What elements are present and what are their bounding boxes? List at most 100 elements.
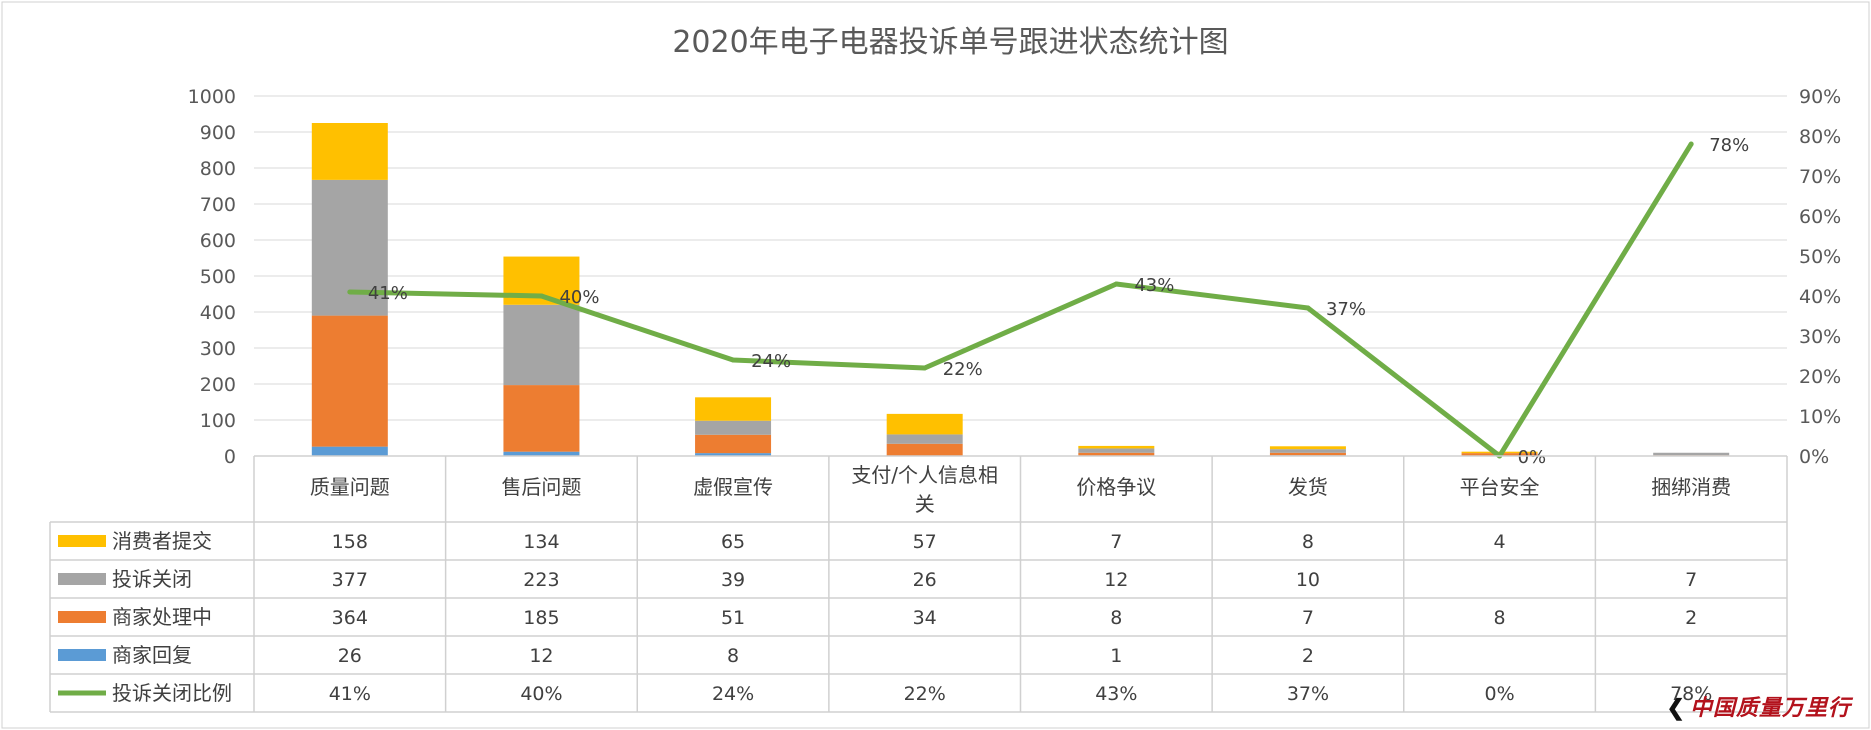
- ratio-point: [538, 293, 544, 299]
- table-cell-value: 37%: [1287, 683, 1329, 705]
- table-cell-value: 4: [1494, 531, 1506, 553]
- category-label: 平台安全: [1460, 475, 1540, 499]
- bar-segment: [886, 443, 963, 456]
- bar-segment: [695, 434, 772, 454]
- left-tick-label: 700: [200, 194, 236, 216]
- series-name: 投诉关闭: [112, 567, 192, 591]
- bar-segment: [886, 434, 963, 444]
- bar-segment: [1269, 449, 1346, 453]
- bar-segment: [1653, 452, 1730, 456]
- table-cell-value: 43%: [1095, 683, 1137, 705]
- ratio-point: [347, 289, 353, 295]
- ratio-data-label: 41%: [368, 283, 408, 304]
- bar-segment: [503, 304, 580, 386]
- table-cell-value: 0%: [1484, 683, 1514, 705]
- watermark: ❮ 中国质量万里行: [1667, 690, 1851, 722]
- legend-key: [58, 535, 106, 547]
- ratio-data-label: 78%: [1709, 135, 1749, 156]
- category-label: 支付/个人信息相关: [851, 463, 998, 516]
- series-name: 投诉关闭比例: [112, 681, 232, 705]
- category-label: 质量问题: [310, 475, 390, 499]
- bar-segment: [1078, 452, 1155, 456]
- table-cell-value: 78%: [1670, 683, 1712, 705]
- left-tick-label: 900: [200, 122, 236, 144]
- ratio-data-label: 22%: [943, 359, 983, 380]
- ratio-data-label: 43%: [1134, 275, 1174, 296]
- right-tick-label: 40%: [1799, 286, 1841, 308]
- table-cell-value: 12: [529, 645, 553, 667]
- category-label: 价格争议: [1076, 475, 1156, 499]
- left-tick-label: 1000: [188, 86, 236, 108]
- bar-segment: [1269, 452, 1346, 456]
- category-label: 发货: [1288, 475, 1328, 499]
- series-name: 消费者提交: [112, 529, 212, 553]
- chevron-icon: ❮: [1666, 695, 1686, 721]
- bar-segment: [886, 413, 963, 435]
- bar-segment: [1078, 448, 1155, 453]
- table-cell-value: 39: [721, 569, 745, 591]
- table-cell-value: 223: [523, 569, 559, 591]
- left-tick-label: 400: [200, 302, 236, 324]
- ratio-point: [922, 365, 928, 371]
- right-tick-label: 70%: [1799, 166, 1841, 188]
- ratio-point: [1113, 281, 1119, 287]
- left-tick-label: 100: [200, 410, 236, 432]
- right-tick-label: 60%: [1799, 206, 1841, 228]
- right-tick-label: 0%: [1799, 446, 1829, 468]
- right-tick-label: 10%: [1799, 406, 1841, 428]
- legend-key: [58, 649, 106, 661]
- legend-key: [58, 573, 106, 585]
- right-tick-label: 80%: [1799, 126, 1841, 148]
- table-cell-value: 8: [727, 645, 739, 667]
- left-tick-label: 200: [200, 374, 236, 396]
- table-cell-value: 41%: [329, 683, 371, 705]
- right-tick-label: 90%: [1799, 86, 1841, 108]
- bar-segment: [311, 123, 388, 180]
- bar-segment: [695, 420, 772, 435]
- ratio-point: [730, 357, 736, 363]
- table-cell-value: 158: [332, 531, 368, 553]
- table-cell-value: 24%: [712, 683, 754, 705]
- right-tick-label: 20%: [1799, 366, 1841, 388]
- table-cell-value: 377: [332, 569, 368, 591]
- series-name: 商家回复: [112, 643, 192, 667]
- category-label: 售后问题: [501, 475, 581, 499]
- watermark-text: 中国质量万里行: [1689, 695, 1851, 721]
- bar-segment: [503, 451, 580, 456]
- table-cell-value: 7: [1685, 569, 1697, 591]
- table-cell-value: 8: [1494, 607, 1506, 629]
- ratio-data-label: 40%: [559, 287, 599, 308]
- ratio-point: [1305, 305, 1311, 311]
- table-cell-value: 22%: [904, 683, 946, 705]
- table-cell-value: 57: [913, 531, 937, 553]
- table-cell-value: 10: [1296, 569, 1320, 591]
- table-cell-value: 8: [1110, 607, 1122, 629]
- table-cell-value: 26: [913, 569, 937, 591]
- legend-key: [58, 611, 106, 623]
- table-cell-value: 185: [523, 607, 559, 629]
- ratio-data-label: 37%: [1326, 299, 1366, 320]
- left-tick-label: 500: [200, 266, 236, 288]
- table-cell-value: 40%: [520, 683, 562, 705]
- table-cell-value: 26: [338, 645, 362, 667]
- bar-segment: [311, 315, 388, 447]
- bar-segment: [1269, 446, 1346, 450]
- table-cell-value: 7: [1302, 607, 1314, 629]
- right-tick-label: 50%: [1799, 246, 1841, 268]
- bar-segment: [695, 453, 772, 456]
- chart-title: 2020年电子电器投诉单号跟进状态统计图: [672, 25, 1228, 60]
- right-tick-label: 30%: [1799, 326, 1841, 348]
- left-tick-label: 300: [200, 338, 236, 360]
- table-cell-value: 12: [1104, 569, 1128, 591]
- table-cell-value: 2: [1302, 645, 1314, 667]
- bar-segment: [311, 446, 388, 456]
- ratio-line: [349, 142, 1694, 459]
- ratio-point: [1688, 141, 1694, 147]
- bar-segment: [1078, 445, 1155, 449]
- table-cell-value: 7: [1110, 531, 1122, 553]
- table-cell-value: 2: [1685, 607, 1697, 629]
- left-tick-label: 800: [200, 158, 236, 180]
- ratio-data-label: 24%: [751, 351, 791, 372]
- table-cell-value: 34: [913, 607, 937, 629]
